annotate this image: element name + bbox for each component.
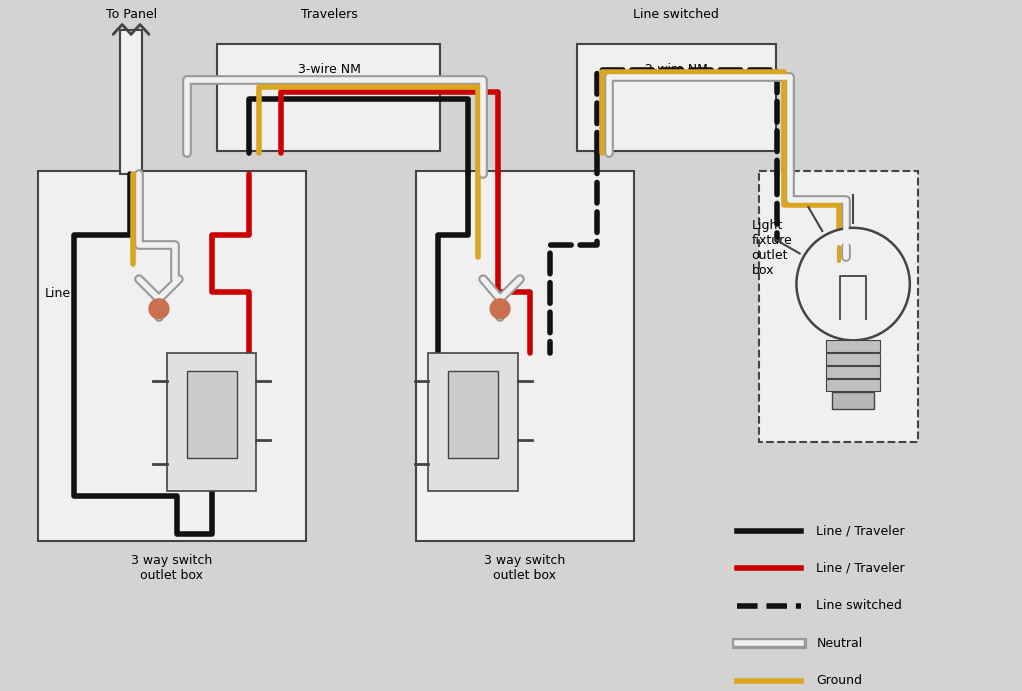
FancyBboxPatch shape (826, 353, 880, 365)
Text: 3-wire NM: 3-wire NM (297, 64, 361, 77)
Text: Line: Line (44, 287, 71, 301)
FancyBboxPatch shape (187, 371, 236, 458)
FancyBboxPatch shape (758, 171, 918, 442)
Text: Neutral: Neutral (817, 637, 863, 650)
FancyBboxPatch shape (167, 353, 257, 491)
Text: Line / Traveler: Line / Traveler (817, 524, 904, 538)
Circle shape (491, 299, 510, 319)
Text: Line switched: Line switched (634, 8, 719, 21)
Circle shape (149, 299, 169, 319)
Text: Travelers: Travelers (300, 8, 358, 21)
FancyBboxPatch shape (826, 341, 880, 352)
Text: Ground: Ground (817, 674, 863, 688)
FancyBboxPatch shape (449, 371, 498, 458)
FancyBboxPatch shape (428, 353, 518, 491)
FancyBboxPatch shape (832, 392, 874, 410)
Text: 2-wire NM: 2-wire NM (645, 64, 707, 77)
Text: Line / Traveler: Line / Traveler (817, 562, 904, 575)
Circle shape (796, 228, 910, 341)
Text: 3 way switch
outlet box: 3 way switch outlet box (484, 553, 565, 582)
Text: Light
fixture
outlet
box: Light fixture outlet box (752, 218, 792, 276)
Text: To Panel: To Panel (105, 8, 156, 21)
Text: 3 way switch
outlet box: 3 way switch outlet box (131, 553, 213, 582)
Text: Line switched: Line switched (817, 599, 902, 612)
FancyBboxPatch shape (826, 366, 880, 378)
FancyBboxPatch shape (576, 44, 776, 151)
FancyBboxPatch shape (217, 44, 440, 151)
FancyBboxPatch shape (826, 379, 880, 390)
FancyBboxPatch shape (416, 171, 635, 540)
FancyBboxPatch shape (38, 171, 307, 540)
FancyBboxPatch shape (121, 30, 142, 173)
